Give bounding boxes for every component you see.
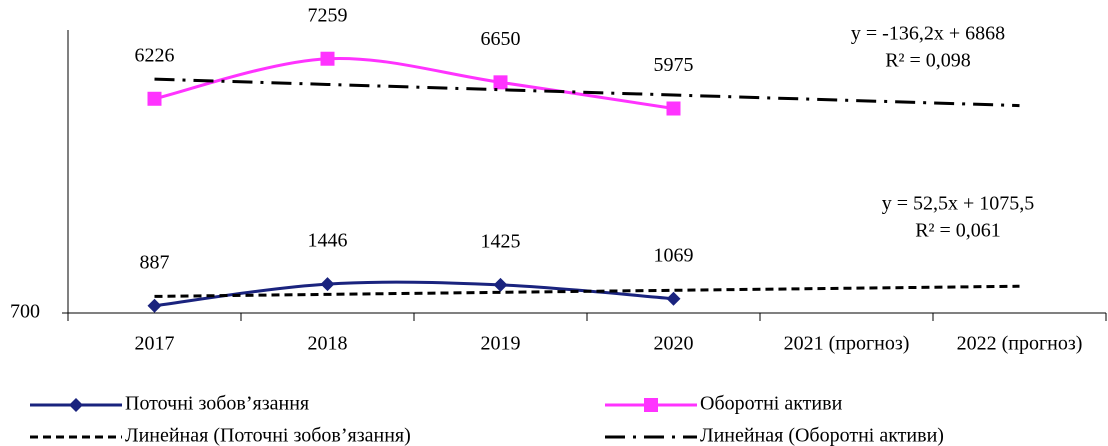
data-label: 6226 <box>135 44 175 66</box>
annotation: y = -136,2x + 6868 <box>851 23 1005 45</box>
data-label: 1069 <box>654 244 694 266</box>
legend-label: Оборотні активи <box>700 393 843 415</box>
data-label: 7259 <box>308 4 348 26</box>
x-tick-label: 2017 <box>135 333 175 355</box>
annotation: R² = 0,061 <box>915 220 1001 242</box>
legend-marker <box>644 398 658 412</box>
point <box>320 51 335 66</box>
point <box>147 91 162 106</box>
point <box>147 298 162 313</box>
data-label: 5975 <box>654 54 694 76</box>
point <box>320 277 335 292</box>
series-line <box>154 56 674 110</box>
point <box>666 101 681 116</box>
series-line <box>154 280 674 308</box>
y-tick-label: 700 <box>10 301 40 323</box>
data-label: 887 <box>140 251 170 273</box>
x-tick-label: 2021 (прогноз) <box>784 333 910 355</box>
point <box>493 277 508 292</box>
series-line <box>154 284 1020 298</box>
legend-marker <box>69 398 83 412</box>
legend-label: Линейная (Поточні зобов’язання) <box>125 425 411 446</box>
data-label: 6650 <box>481 28 521 50</box>
legend-label: Поточні зобов’язання <box>125 393 309 415</box>
data-label: 1446 <box>308 230 348 252</box>
x-tick-label: 2020 <box>654 333 694 355</box>
legend-label: Линейная (Оборотні активи) <box>700 425 944 446</box>
x-tick-label: 2018 <box>308 333 348 355</box>
annotation: y = 52,5x + 1075,5 <box>882 193 1035 215</box>
point <box>666 291 681 306</box>
x-tick-label: 2019 <box>481 333 521 355</box>
point <box>493 75 508 90</box>
data-label: 1425 <box>481 230 521 252</box>
annotation: R² = 0,098 <box>885 50 971 72</box>
x-tick-label: 2022 (прогноз) <box>957 333 1083 355</box>
series-line <box>154 77 1020 108</box>
